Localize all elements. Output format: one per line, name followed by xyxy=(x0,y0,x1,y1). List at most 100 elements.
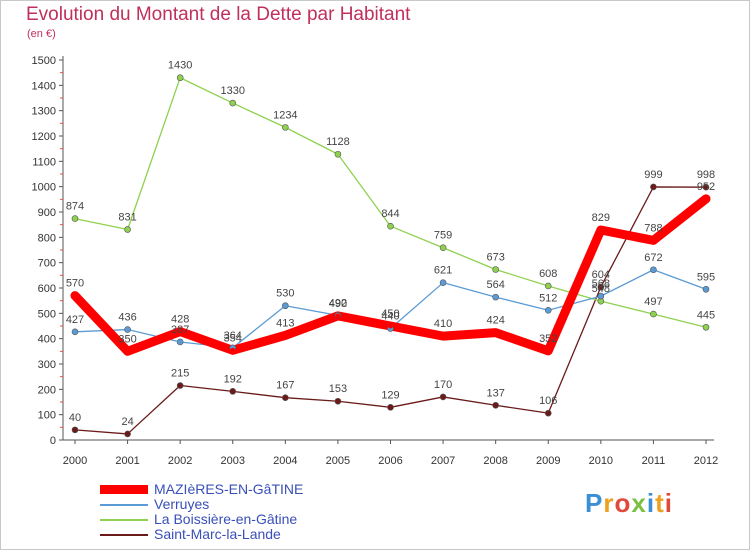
data-label: 998 xyxy=(697,169,715,181)
x-tick-label: 2011 xyxy=(642,455,666,467)
data-point xyxy=(650,266,657,274)
data-label: 595 xyxy=(697,271,715,283)
data-point xyxy=(545,348,551,354)
data-label: 604 xyxy=(592,269,610,281)
data-point xyxy=(334,397,342,405)
data-label: 410 xyxy=(434,318,452,330)
x-tick-label: 2007 xyxy=(431,455,455,467)
data-label: 497 xyxy=(644,296,662,308)
y-tick-label: 900 xyxy=(38,207,56,219)
data-point xyxy=(439,393,447,401)
data-label: 1234 xyxy=(273,109,297,121)
x-tick-label: 2000 xyxy=(63,455,87,467)
data-label: 387 xyxy=(171,324,189,336)
data-point xyxy=(230,347,236,353)
data-label: 548 xyxy=(592,283,610,295)
data-point xyxy=(282,124,289,131)
data-point xyxy=(124,430,131,438)
data-point xyxy=(176,382,184,389)
legend-label: La Boissière-en-Gâtine xyxy=(154,511,298,527)
data-point xyxy=(282,394,289,401)
data-label: 492 xyxy=(329,297,347,309)
data-point xyxy=(544,282,552,290)
y-tick-label: 1000 xyxy=(32,182,56,194)
y-tick-label: 1400 xyxy=(32,80,56,92)
x-tick-label: 2005 xyxy=(326,455,350,467)
data-label: 512 xyxy=(539,292,557,304)
legend-swatch xyxy=(100,518,148,521)
data-label: 1128 xyxy=(326,136,350,148)
data-label: 364 xyxy=(224,330,242,342)
data-label: 427 xyxy=(66,314,84,326)
data-point xyxy=(71,328,79,336)
data-point xyxy=(598,227,604,233)
data-label: 621 xyxy=(434,265,452,277)
chart-subtitle: (en €) xyxy=(27,28,56,40)
data-point xyxy=(282,332,288,338)
data-point xyxy=(335,313,341,319)
y-tick-label: 1100 xyxy=(32,156,56,168)
data-point xyxy=(702,323,710,331)
data-label: 137 xyxy=(486,387,504,399)
data-point xyxy=(702,183,710,191)
legend-label: Saint-Marc-la-Lande xyxy=(154,526,281,542)
data-point xyxy=(387,404,394,411)
y-tick-label: 600 xyxy=(38,283,56,295)
legend-label: MAZIèRES-EN-GâTINE xyxy=(154,481,304,497)
data-label: 829 xyxy=(592,212,610,224)
legend-swatch xyxy=(100,503,148,506)
data-point xyxy=(439,244,447,252)
y-tick-label: 1200 xyxy=(32,131,56,143)
x-tick-label: 2009 xyxy=(536,455,560,467)
data-label: 192 xyxy=(224,373,242,385)
data-label: 788 xyxy=(644,222,662,234)
data-point xyxy=(388,323,393,329)
y-tick-label: 500 xyxy=(38,308,56,320)
y-tick-label: 200 xyxy=(38,384,56,396)
data-label: 106 xyxy=(539,395,557,407)
y-tick-label: 400 xyxy=(38,334,56,346)
data-label: 1430 xyxy=(168,60,192,72)
data-label: 24 xyxy=(121,416,133,428)
data-label: 352 xyxy=(539,333,557,345)
data-label: 952 xyxy=(697,181,715,193)
x-tick-label: 2012 xyxy=(694,455,718,467)
y-tick-label: 100 xyxy=(38,410,56,422)
proxiti-logo: Proxiti xyxy=(585,488,673,518)
data-point xyxy=(387,222,394,230)
data-label: 215 xyxy=(171,368,189,380)
data-point xyxy=(440,333,446,339)
y-tick-label: 300 xyxy=(38,359,56,371)
data-label: 608 xyxy=(539,268,557,280)
data-point xyxy=(71,426,79,434)
data-label: 672 xyxy=(644,252,662,264)
data-label: 450 xyxy=(381,308,399,320)
legend-item: La Boissière-en-Gâtine xyxy=(100,512,303,527)
legend-item: Verruyes xyxy=(100,497,303,512)
data-point xyxy=(176,338,184,346)
x-tick-label: 2006 xyxy=(378,455,402,467)
data-point xyxy=(439,279,447,286)
data-label: 874 xyxy=(66,201,84,213)
chart-legend: MAZIèRES-EN-GâTINE Verruyes La Boissière-e… xyxy=(100,482,303,542)
y-tick-label: 1500 xyxy=(32,55,56,67)
legend-swatch xyxy=(100,533,148,536)
data-label: 428 xyxy=(171,314,189,326)
data-label: 153 xyxy=(329,383,347,395)
data-label: 170 xyxy=(434,379,452,391)
data-point xyxy=(650,310,657,318)
data-point xyxy=(702,285,710,293)
series-line-la-boissi-re-en-g-tine xyxy=(74,77,707,328)
y-tick-label: 700 xyxy=(38,258,56,270)
data-point xyxy=(229,388,237,395)
data-point xyxy=(72,293,78,299)
data-point xyxy=(492,293,499,301)
data-point xyxy=(492,266,499,273)
data-label: 759 xyxy=(434,230,452,242)
data-point xyxy=(493,330,499,336)
data-label: 413 xyxy=(276,317,294,329)
data-label: 440 xyxy=(381,311,399,323)
data-point xyxy=(125,348,131,354)
data-point xyxy=(71,215,79,222)
